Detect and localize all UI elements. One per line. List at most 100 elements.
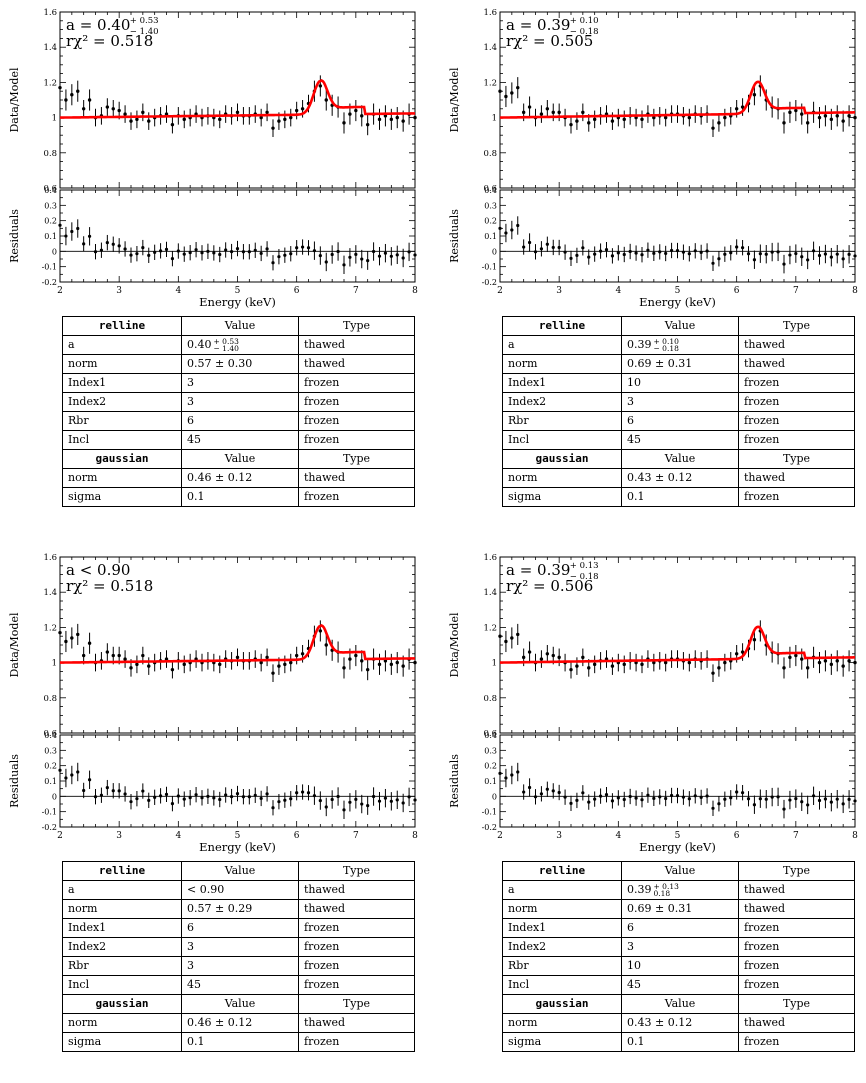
residual-point bbox=[206, 788, 210, 804]
residual-point bbox=[218, 791, 222, 808]
residual-point bbox=[229, 243, 234, 260]
param-type: thawed bbox=[738, 1013, 855, 1033]
param-value: 0.1 bbox=[621, 487, 739, 507]
param-value: 0.1 bbox=[181, 487, 299, 507]
residual-y-tick-label: -0.2 bbox=[42, 278, 57, 287]
data-point bbox=[58, 77, 62, 99]
residual-point bbox=[401, 793, 405, 813]
residual-y-tick-label: 0.2 bbox=[44, 762, 57, 771]
data-point bbox=[510, 82, 514, 104]
data-point bbox=[289, 108, 293, 127]
residual-point bbox=[693, 243, 697, 259]
residual-point bbox=[664, 245, 668, 262]
data-point bbox=[823, 650, 828, 672]
residual-point bbox=[141, 783, 145, 799]
top-y-tick-label: 1 bbox=[52, 114, 57, 124]
x-tick-label: 5 bbox=[235, 831, 241, 841]
residual-point bbox=[312, 786, 317, 805]
param-type: thawed bbox=[298, 468, 415, 488]
residual-point bbox=[817, 246, 822, 265]
param-name: norm bbox=[502, 1013, 622, 1033]
residual-point bbox=[247, 244, 251, 260]
table-row: norm 0.57 ± 0.29 thawed bbox=[62, 899, 415, 919]
param-value: 0.46 ± 0.12 bbox=[181, 1013, 299, 1033]
data-point bbox=[622, 110, 626, 129]
param-type: thawed bbox=[738, 354, 855, 374]
param-name: norm bbox=[62, 354, 182, 374]
param-name: Incl bbox=[62, 975, 182, 995]
residual-point bbox=[675, 787, 680, 804]
data-point bbox=[218, 110, 222, 129]
data-point bbox=[604, 105, 609, 123]
param-name: Index1 bbox=[62, 918, 182, 938]
residual-point bbox=[241, 244, 246, 260]
residual-point bbox=[64, 768, 68, 788]
residual-point bbox=[563, 244, 567, 260]
data-point bbox=[723, 108, 727, 127]
data-point bbox=[841, 110, 845, 132]
residual-point bbox=[527, 778, 532, 797]
residual-point bbox=[823, 244, 828, 264]
data-point bbox=[147, 112, 151, 130]
residual-point bbox=[699, 244, 703, 261]
data-point bbox=[622, 655, 626, 674]
residual-point bbox=[616, 245, 620, 261]
data-point bbox=[289, 653, 293, 672]
x-axis-title: Energy (keV) bbox=[199, 295, 276, 309]
residual-y-tick-label: 0.1 bbox=[44, 777, 57, 786]
residual-point bbox=[401, 248, 405, 268]
residual-point bbox=[575, 792, 579, 809]
residual-y-tick-label: -0.1 bbox=[482, 808, 497, 817]
data-point bbox=[551, 103, 555, 122]
residual-point bbox=[829, 792, 833, 812]
data-point bbox=[711, 664, 715, 682]
top-y-tick-label: 0.6 bbox=[483, 184, 497, 194]
residual-point bbox=[729, 245, 733, 261]
residual-point bbox=[366, 251, 370, 270]
residual-y-tick-label: 0.3 bbox=[484, 746, 497, 755]
data-point bbox=[788, 646, 792, 668]
data-point bbox=[539, 650, 544, 668]
x-axis-title: Energy (keV) bbox=[199, 840, 276, 854]
residual-point bbox=[622, 246, 626, 263]
residual-point bbox=[123, 241, 127, 257]
data-point bbox=[581, 103, 585, 122]
residual-point bbox=[413, 245, 417, 265]
residual-point bbox=[581, 785, 585, 801]
param-value: 6 bbox=[621, 918, 739, 938]
residual-point bbox=[176, 788, 180, 804]
x-tick-label: 6 bbox=[294, 831, 300, 841]
data-point bbox=[354, 100, 358, 122]
gaussian-title: gaussian bbox=[62, 994, 182, 1014]
param-type: thawed bbox=[738, 335, 855, 355]
residual-y-tick-label: 0.3 bbox=[44, 746, 57, 755]
data-point bbox=[360, 650, 364, 672]
residual-y-tick-label: 0.3 bbox=[484, 201, 497, 210]
data-point bbox=[318, 620, 323, 642]
residual-point bbox=[557, 784, 561, 801]
residual-point bbox=[342, 255, 346, 275]
top-y-tick-label: 0.6 bbox=[483, 729, 497, 739]
top-y-tick-label: 1.2 bbox=[483, 78, 497, 88]
data-point bbox=[841, 655, 845, 677]
residual-point bbox=[271, 800, 275, 816]
x-tick-label: 4 bbox=[615, 831, 621, 841]
data-point bbox=[123, 105, 127, 123]
residual-point bbox=[407, 787, 411, 807]
residual-point bbox=[235, 240, 240, 257]
data-point bbox=[223, 650, 228, 668]
param-value: 0.39 + 0.13 0.18 bbox=[621, 880, 739, 900]
residual-point bbox=[652, 790, 656, 806]
data-point bbox=[604, 650, 609, 668]
param-value: 0.57 ± 0.30 bbox=[181, 354, 299, 374]
residual-point bbox=[717, 796, 721, 812]
param-name: sigma bbox=[62, 1032, 182, 1052]
param-value: 45 bbox=[621, 975, 739, 995]
data-point bbox=[395, 652, 399, 674]
residual-point bbox=[616, 790, 620, 806]
x-tick-label: 4 bbox=[615, 286, 621, 296]
data-point bbox=[817, 652, 822, 674]
top-y-tick-label: 0.8 bbox=[43, 149, 57, 159]
value-header: Value bbox=[621, 994, 739, 1014]
data-point bbox=[200, 108, 204, 127]
